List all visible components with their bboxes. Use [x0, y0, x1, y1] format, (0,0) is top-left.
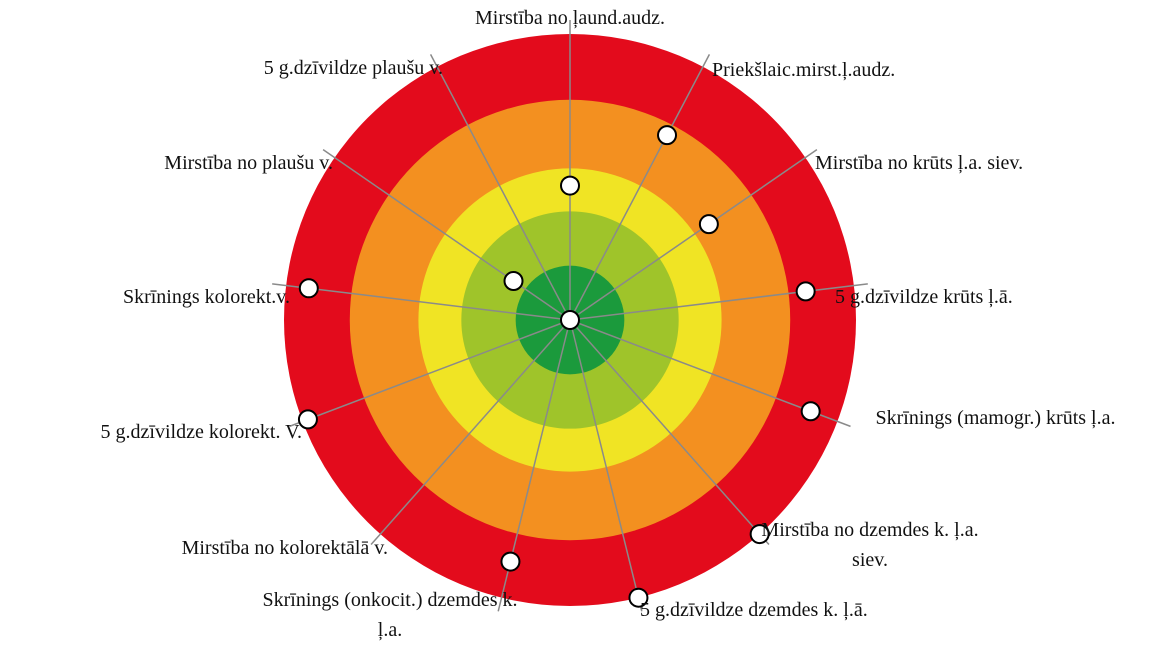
spoke — [569, 319, 643, 612]
axis-label: 5 g.dzīvildze plaušu v. — [263, 57, 443, 79]
spoke — [569, 54, 711, 321]
spoke — [322, 148, 571, 321]
point — [298, 278, 319, 299]
axis-label: Mirstība no dzemdes k. ļ.a. siev. — [761, 519, 979, 571]
point — [698, 214, 719, 235]
axis-label: 5 g.dzīvildze dzemdes k. ļ.ā. — [640, 599, 868, 621]
point — [500, 551, 521, 572]
axis-label: 5 g.dzīvildze krūts ļ.ā. — [835, 286, 1013, 308]
spoke — [569, 319, 770, 546]
axis-label: Priekšlaic.mirst.ļ.audz. — [712, 59, 896, 81]
spoke — [370, 319, 571, 546]
spoke — [569, 283, 868, 321]
axis-label: Mirstība no ļaund.audz. — [475, 7, 665, 29]
axis-label: Skrīnings (mamogr.) krūts ļ.a. — [875, 407, 1116, 429]
point — [560, 175, 580, 196]
axis-label: Mirstība no plaušu v. — [164, 152, 333, 174]
axis-label: 5 g.dzīvildze kolorekt. V. — [100, 421, 302, 443]
point — [795, 281, 816, 302]
spoke — [272, 283, 571, 321]
point — [749, 524, 770, 545]
spoke — [289, 319, 571, 428]
spoke — [429, 54, 571, 321]
point — [800, 401, 821, 422]
axis-label: Skrīnings (onkocit.) dzemdes k. ļ.a. — [262, 589, 518, 641]
point — [503, 271, 524, 292]
point — [657, 125, 678, 146]
axis-label: Mirstība no kolorektālā v. — [181, 537, 388, 559]
point — [560, 310, 580, 330]
point — [628, 587, 649, 608]
axis-label: Skrīnings kolorekt.v. — [122, 286, 290, 308]
point — [297, 409, 318, 430]
spoke — [569, 148, 818, 321]
axis-label: Mirstība no krūts ļ.a. siev. — [815, 152, 1024, 174]
